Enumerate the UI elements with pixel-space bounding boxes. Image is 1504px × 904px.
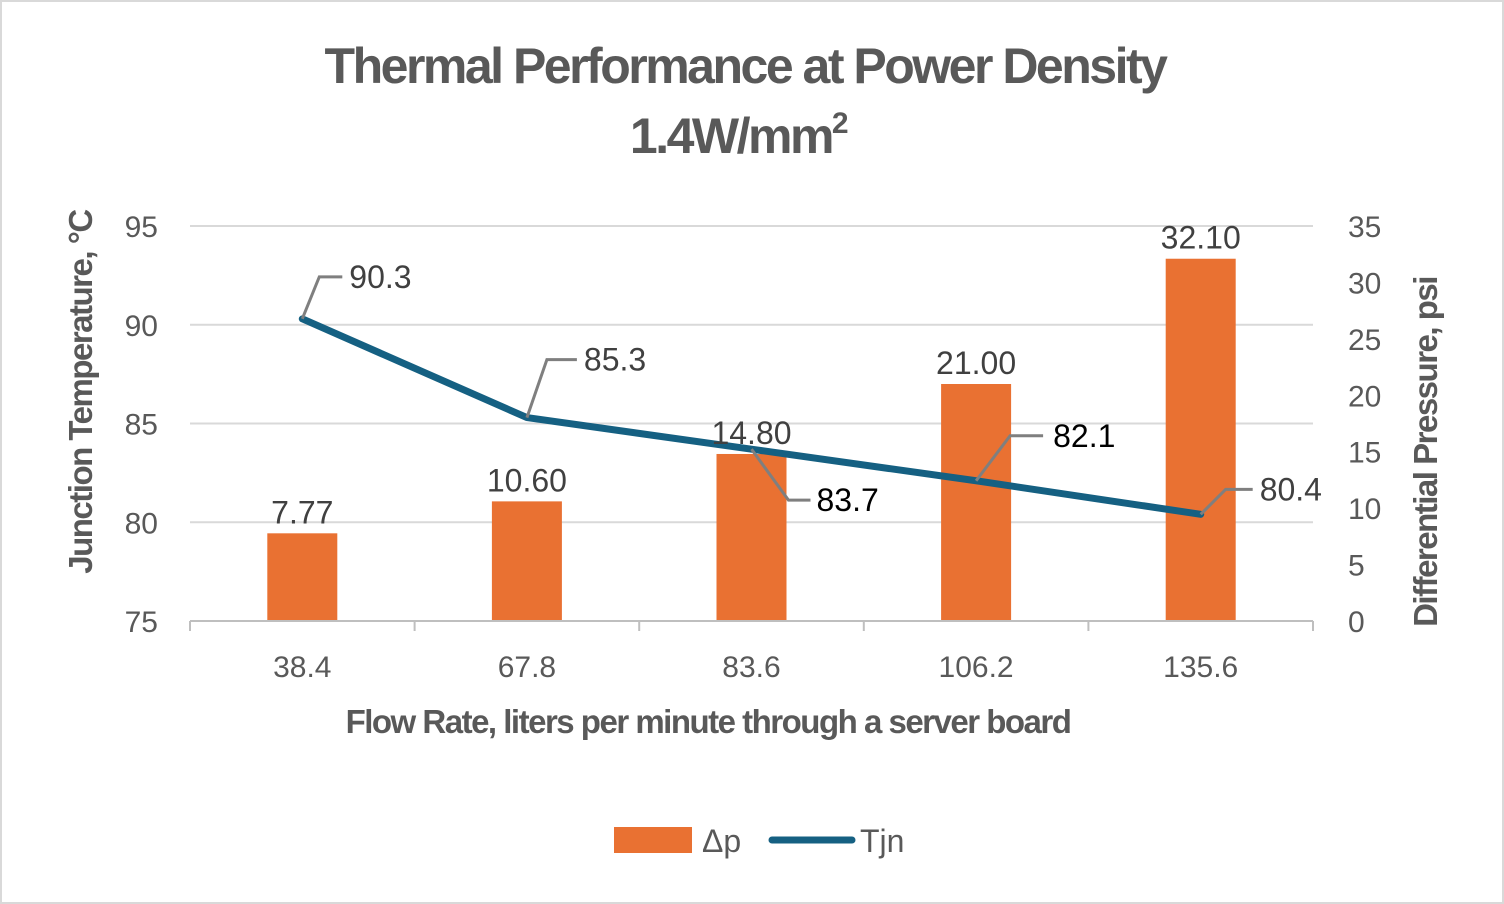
leader-line — [750, 448, 811, 502]
y-axis-label: Junction Temperature, °C — [62, 210, 99, 574]
y2-tick-label: 35 — [1348, 211, 1381, 244]
legend-swatch-dp — [614, 827, 692, 853]
line-data-label: 82.1 — [1053, 418, 1115, 454]
x-tick-label: 135.6 — [1163, 651, 1238, 684]
y2-tick-label: 15 — [1348, 437, 1381, 470]
bar-data-label: 14.80 — [711, 415, 791, 451]
x-tick-label: 38.4 — [273, 651, 331, 684]
y2-tick-label: 5 — [1348, 550, 1365, 583]
chart-subtitle: 1.4W/mm2 — [630, 107, 848, 164]
y2-tick-label: 25 — [1348, 324, 1381, 357]
y-tick-label: 80 — [125, 507, 158, 540]
bar-dp — [267, 533, 338, 621]
y2-tick-label: 0 — [1348, 606, 1365, 639]
data-labels: 7.77 10.60 14.80 21.00 32.10 90.3 85.3 83.7 82.1… — [271, 220, 1322, 531]
y-tick-label: 95 — [125, 211, 158, 244]
x-tick-label: 67.8 — [498, 651, 556, 684]
bar-dp — [941, 384, 1012, 621]
legend-label-dp: Δp — [702, 823, 741, 859]
bar-dp — [1165, 258, 1236, 621]
y-tick-label: 75 — [125, 606, 158, 639]
bar-data-label: 7.77 — [271, 494, 333, 530]
leader-line — [974, 434, 1044, 482]
line-data-label: 80.4 — [1260, 471, 1322, 507]
leader-line — [1199, 487, 1253, 516]
y2-tick-label: 10 — [1348, 493, 1381, 526]
y2-tick-label: 30 — [1348, 267, 1381, 300]
x-axis-label: Flow Rate, liters per minute through a s… — [346, 703, 1071, 740]
bar-data-label: 10.60 — [487, 462, 567, 498]
legend: Δp Tjn — [614, 823, 904, 859]
line-data-label: 83.7 — [817, 482, 879, 518]
legend-label-tjn: Tjn — [860, 823, 904, 859]
y2-axis-label: Differential Pressure, psi — [1407, 277, 1444, 627]
chart-title: Thermal Performance at Power Density — [325, 38, 1169, 94]
y-tick-label: 85 — [125, 409, 158, 442]
bar-data-label: 32.10 — [1161, 220, 1241, 256]
x-tick-label: 83.6 — [722, 651, 780, 684]
line-data-label: 85.3 — [584, 342, 646, 378]
bar-series — [267, 258, 1236, 621]
bar-data-label: 21.00 — [936, 345, 1016, 381]
axes: 75 80 85 90 95 0 5 10 15 20 25 30 35 38.4 67.8 83.6 106.… — [125, 211, 1382, 684]
leader-line — [300, 275, 343, 320]
bar-dp — [716, 453, 787, 621]
leader-line — [525, 358, 577, 419]
y2-tick-label: 20 — [1348, 380, 1381, 413]
y-tick-label: 90 — [125, 310, 158, 343]
line-data-label: 90.3 — [349, 259, 411, 295]
x-tick-label: 106.2 — [939, 651, 1014, 684]
bar-dp — [491, 501, 562, 621]
